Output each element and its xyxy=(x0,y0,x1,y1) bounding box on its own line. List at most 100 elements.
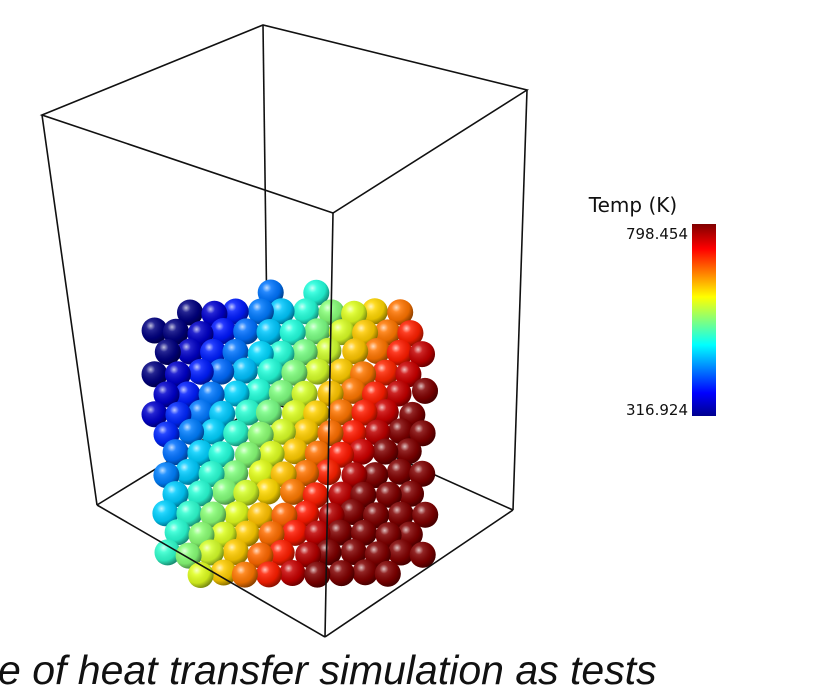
particle-shading xyxy=(293,500,320,527)
particle-shading xyxy=(247,298,274,325)
particle-shading xyxy=(208,358,235,385)
particle-shading xyxy=(187,480,213,507)
particle-shading xyxy=(342,338,369,365)
particle-shading xyxy=(223,380,250,407)
particle-shading xyxy=(328,399,355,426)
particle-shading xyxy=(385,380,412,407)
box-edge xyxy=(41,114,98,506)
particle-shading xyxy=(164,361,191,388)
particle-shading xyxy=(387,458,413,485)
particle-shading xyxy=(268,539,295,566)
particle-shading xyxy=(372,438,399,465)
particle-shading xyxy=(328,560,355,587)
particle-shading xyxy=(374,560,401,587)
particle-shading xyxy=(222,539,249,565)
particle-shading xyxy=(141,361,168,388)
particle-shading xyxy=(387,501,414,528)
colorbar-title: Temp (K) xyxy=(588,193,677,217)
particle-shading xyxy=(231,357,258,384)
particle-shading xyxy=(210,559,237,586)
particle-shading xyxy=(141,401,168,428)
particle-shading xyxy=(256,319,283,345)
particle-shading xyxy=(154,539,181,566)
box-edge xyxy=(324,509,514,638)
particle-shading xyxy=(269,418,296,445)
particle-shading xyxy=(293,460,319,486)
colorbar-max: 798.454 xyxy=(626,225,688,243)
particle-shading xyxy=(395,438,422,465)
particle-shading xyxy=(141,317,168,344)
particle-shading xyxy=(317,420,344,447)
box-edge xyxy=(96,504,326,638)
particle-shading xyxy=(162,318,189,345)
particle-shading xyxy=(164,519,191,546)
particle-shading xyxy=(397,320,424,347)
particle-shading xyxy=(153,381,180,408)
particle-shading xyxy=(281,359,308,386)
particle-shading xyxy=(409,541,436,568)
particle-shading xyxy=(295,541,322,568)
particle-shading xyxy=(200,418,227,445)
particle-shading xyxy=(245,378,272,405)
particle-shading xyxy=(210,318,237,344)
particle-shading xyxy=(398,480,424,507)
particle-shading xyxy=(258,440,285,467)
particle-shading xyxy=(223,501,250,528)
particle-shading xyxy=(222,298,249,325)
particle-shading xyxy=(315,337,342,364)
particle-shading xyxy=(328,319,355,346)
particle-shading xyxy=(152,500,179,527)
box-edge xyxy=(512,89,528,511)
particle-shading xyxy=(279,319,306,346)
particle-shading xyxy=(304,520,331,547)
particle-shading xyxy=(175,458,202,485)
particle-shading xyxy=(351,519,377,546)
particle-shading xyxy=(281,519,308,546)
particle-shading xyxy=(187,439,214,466)
particle-shading xyxy=(247,421,274,448)
particle-shading xyxy=(235,399,262,426)
particle-shading xyxy=(372,359,399,386)
particle-shading xyxy=(268,380,295,406)
particle-shading xyxy=(255,561,282,588)
particle-shading xyxy=(178,418,205,445)
particle-shading xyxy=(387,299,414,326)
particle-shading xyxy=(233,318,260,345)
particle-shading xyxy=(293,298,320,325)
particle-shading xyxy=(197,539,224,566)
particle-shading xyxy=(395,361,422,388)
caption: e of heat transfer simulation as tests xyxy=(0,647,657,693)
box-edge xyxy=(324,212,334,638)
particles xyxy=(141,279,439,588)
particle-shading xyxy=(282,438,309,465)
particle-shading xyxy=(174,381,201,408)
particle-shading xyxy=(281,400,308,427)
particle-shading xyxy=(341,300,368,327)
particle-shading xyxy=(362,462,389,489)
particle-shading xyxy=(412,501,439,528)
particle-shading xyxy=(372,399,399,426)
particle-shading xyxy=(279,560,306,586)
colorbar-gradient xyxy=(692,224,716,416)
particle-shading xyxy=(234,441,261,468)
particle-shading xyxy=(352,559,379,586)
particle-shading xyxy=(409,420,436,447)
particle-shading xyxy=(361,298,388,325)
particle-shading xyxy=(326,519,353,546)
particle-shading xyxy=(280,478,307,505)
particle-shading xyxy=(154,339,181,365)
particle-shading xyxy=(386,339,413,366)
particle-shading xyxy=(388,539,414,566)
particle-shading xyxy=(412,377,438,404)
particle-shading xyxy=(341,462,368,489)
particle-shading xyxy=(231,561,258,588)
particle-shading xyxy=(375,481,402,508)
colorbar: Temp (K) 798.454 316.924 xyxy=(588,193,716,419)
particle-shading xyxy=(364,338,391,364)
particle-shading xyxy=(247,502,274,529)
colorbar-min: 316.924 xyxy=(626,401,688,419)
particle-shading xyxy=(291,380,318,407)
particle-shading xyxy=(176,500,203,527)
particle-shading xyxy=(223,420,250,447)
